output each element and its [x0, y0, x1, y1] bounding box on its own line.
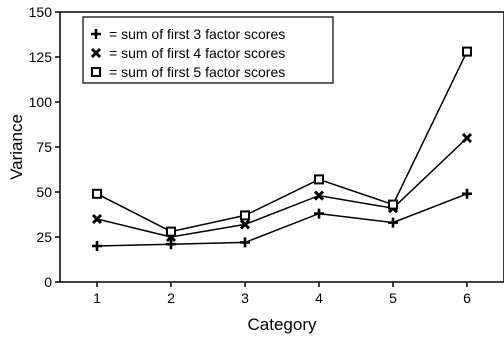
legend-marker-3 — [91, 67, 101, 77]
data-point-series-1 — [166, 239, 176, 250]
x-tick-label: 4 — [315, 290, 323, 306]
data-point-series-2 — [239, 219, 251, 230]
x-tick-label: 5 — [389, 290, 397, 306]
legend-label-1: = sum of first 3 factor scores — [109, 26, 285, 42]
x-tick-label: 2 — [167, 290, 175, 306]
data-point-series-3 — [92, 188, 102, 199]
y-tick-label: 100 — [29, 94, 53, 110]
data-point-series-1 — [92, 241, 102, 251]
data-point-series-2 — [313, 190, 325, 201]
data-point-series-3 — [240, 210, 250, 221]
y-tick-label: 25 — [36, 229, 52, 245]
legend-box — [82, 16, 334, 84]
legend-label-3: = sum of first 5 factor scores — [109, 64, 285, 80]
series-line-2 — [96, 137, 468, 238]
x-axis-title: Category — [248, 315, 317, 334]
legend-label-2: = sum of first 4 factor scores — [109, 45, 285, 61]
y-tick-label: 125 — [29, 49, 53, 65]
legend: = sum of first 3 factor scores = sum of f… — [82, 16, 334, 84]
data-point-series-1 — [314, 208, 324, 219]
data-point-series-3 — [388, 199, 398, 210]
series-line-1 — [96, 193, 468, 247]
x-tick-label: 1 — [93, 290, 101, 306]
x-tick-label: 6 — [463, 290, 471, 306]
data-point-series-3 — [166, 226, 176, 237]
x-tick-label: 3 — [241, 290, 249, 306]
ticks: 0 25 50 75 100 125 150 1 2 3 4 5 6 — [29, 4, 471, 306]
series-line-3 — [96, 51, 468, 233]
data-point-series-1 — [462, 188, 472, 199]
y-tick-label: 75 — [36, 139, 52, 155]
y-tick-label: 0 — [44, 274, 52, 290]
data-point-series-3 — [462, 46, 472, 57]
data-point-series-1 — [240, 237, 250, 248]
data-point-series-1 — [388, 217, 398, 228]
y-tick-label: 50 — [36, 184, 52, 200]
data-point-series-2 — [461, 132, 473, 144]
legend-marker-1 — [91, 29, 101, 39]
data-point-series-2 — [91, 213, 103, 225]
data-point-series-3 — [314, 174, 324, 185]
y-tick-label: 150 — [29, 4, 53, 20]
series-group — [91, 46, 473, 251]
y-axis-title: Variance — [7, 114, 26, 180]
legend-marker-2 — [90, 47, 102, 59]
